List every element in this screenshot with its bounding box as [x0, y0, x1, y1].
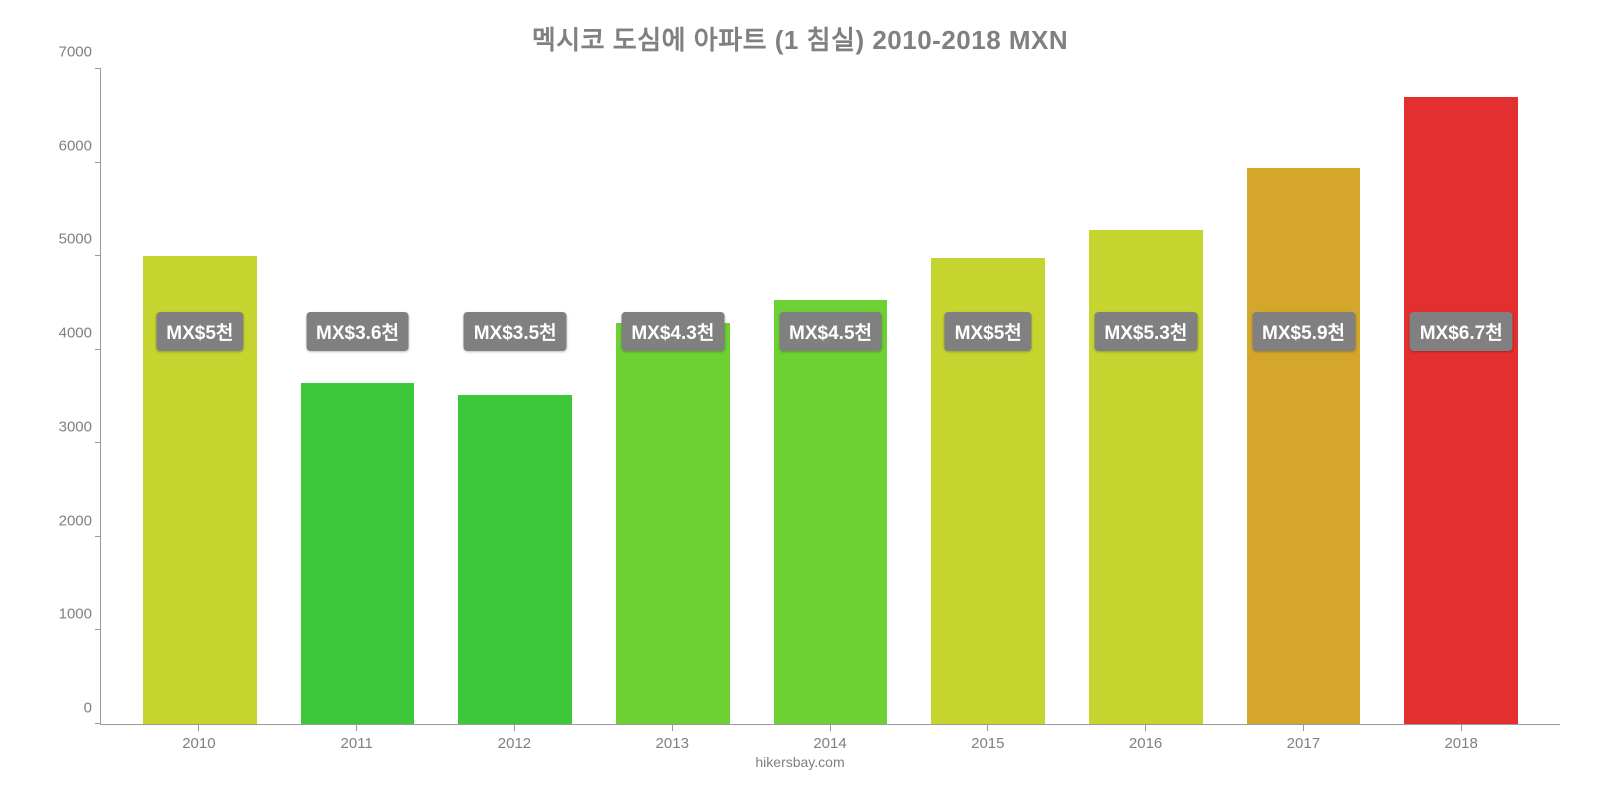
bar-value-label: MX$5.9천	[1252, 312, 1355, 351]
x-tick: 2018	[1382, 731, 1540, 752]
x-tick: 2014	[751, 731, 909, 752]
chart-footer: hikersbay.com	[40, 754, 1560, 770]
x-tick: 2012	[436, 731, 594, 752]
bar-slot: MX$4.3천	[594, 69, 752, 724]
bar	[1247, 168, 1361, 724]
bar	[1404, 97, 1518, 724]
bar-slot: MX$6.7천	[1382, 69, 1540, 724]
x-tick-mark	[830, 725, 831, 731]
x-tick-label: 2010	[182, 735, 215, 752]
bar-value-label: MX$6.7천	[1410, 312, 1513, 351]
x-tick: 2011	[278, 731, 436, 752]
x-tick-label: 2011	[341, 735, 373, 752]
bar-slot: MX$5천	[909, 69, 1067, 724]
x-tick-label: 2016	[1129, 735, 1162, 752]
y-tick-mark	[95, 349, 101, 350]
bar-slot: MX$4.5천	[752, 69, 910, 724]
x-tick-mark	[987, 725, 988, 731]
y-tick-mark	[95, 68, 101, 69]
x-tick: 2016	[1067, 731, 1225, 752]
y-tick-label: 0	[84, 700, 92, 717]
bar-value-label: MX$3.5천	[464, 312, 567, 351]
bar-slot: MX$5.3천	[1067, 69, 1225, 724]
chart-container: 멕시코 도심에 아파트 (1 침실) 2010-2018 MXN 0 1000 20…	[0, 0, 1600, 800]
bar	[616, 323, 730, 724]
y-axis: 01000200030004000500060007000	[40, 69, 100, 725]
x-tick-mark	[1145, 725, 1146, 731]
x-tick: 2017	[1224, 731, 1382, 752]
x-tick-label: 2018	[1444, 735, 1477, 752]
bar-slot: MX$3.6천	[279, 69, 437, 724]
bar-value-label: MX$4.5천	[779, 312, 882, 351]
y-tick-mark	[95, 442, 101, 443]
x-tick-mark	[1461, 725, 1462, 731]
y-tick-label: 5000	[59, 231, 92, 248]
bar-value-label: MX$3.6천	[306, 312, 409, 351]
bar	[1089, 230, 1203, 724]
y-tick-label: 6000	[59, 137, 92, 154]
bar-slot: MX$3.5천	[436, 69, 594, 724]
plot-area: MX$5천 MX$3.6천 MX$3.5천 MX$4.3천 MX$4.5천 MX$5천 MX…	[100, 69, 1560, 725]
y-tick-mark	[95, 536, 101, 537]
x-tick: 2015	[909, 731, 1067, 752]
y-tick-label: 4000	[59, 325, 92, 342]
x-tick-label: 2012	[498, 735, 531, 752]
bar	[458, 395, 572, 724]
x-tick-label: 2015	[971, 735, 1004, 752]
y-tick-label: 3000	[59, 418, 92, 435]
chart-title: 멕시코 도심에 아파트 (1 침실) 2010-2018 MXN	[40, 20, 1560, 57]
y-tick-mark	[95, 723, 101, 724]
x-tick-mark	[672, 725, 673, 731]
x-tick-mark	[1303, 725, 1304, 731]
y-tick-mark	[95, 162, 101, 163]
x-tick-label: 2017	[1287, 735, 1320, 752]
x-tick-label: 2014	[813, 735, 846, 752]
plot-row: 01000200030004000500060007000 MX$5천MX$3.…	[40, 69, 1560, 725]
y-tick-label: 2000	[59, 512, 92, 529]
x-tick-mark	[198, 725, 199, 731]
x-axis: 2010 2011 2012 2013 2014 2015 2016 2017 2018	[100, 731, 1560, 752]
bars-group: MX$5천 MX$3.6천 MX$3.5천 MX$4.3천 MX$4.5천 MX$5천 MX…	[101, 69, 1560, 724]
y-tick-label: 7000	[59, 44, 92, 61]
bar	[774, 300, 888, 724]
bar-value-label: MX$4.3천	[621, 312, 724, 351]
x-tick-mark	[514, 725, 515, 731]
bar-slot: MX$5천	[121, 69, 279, 724]
x-tick-mark	[356, 725, 357, 731]
bar-slot: MX$5.9천	[1225, 69, 1383, 724]
bar-value-label: MX$5천	[945, 312, 1032, 351]
bar	[301, 383, 415, 724]
y-tick-mark	[95, 629, 101, 630]
y-tick-mark	[95, 255, 101, 256]
x-tick: 2013	[593, 731, 751, 752]
x-tick: 2010	[120, 731, 278, 752]
bar-value-label: MX$5천	[156, 312, 243, 351]
bar-value-label: MX$5.3천	[1094, 312, 1197, 351]
y-tick-label: 1000	[59, 606, 92, 623]
x-tick-label: 2013	[656, 735, 689, 752]
